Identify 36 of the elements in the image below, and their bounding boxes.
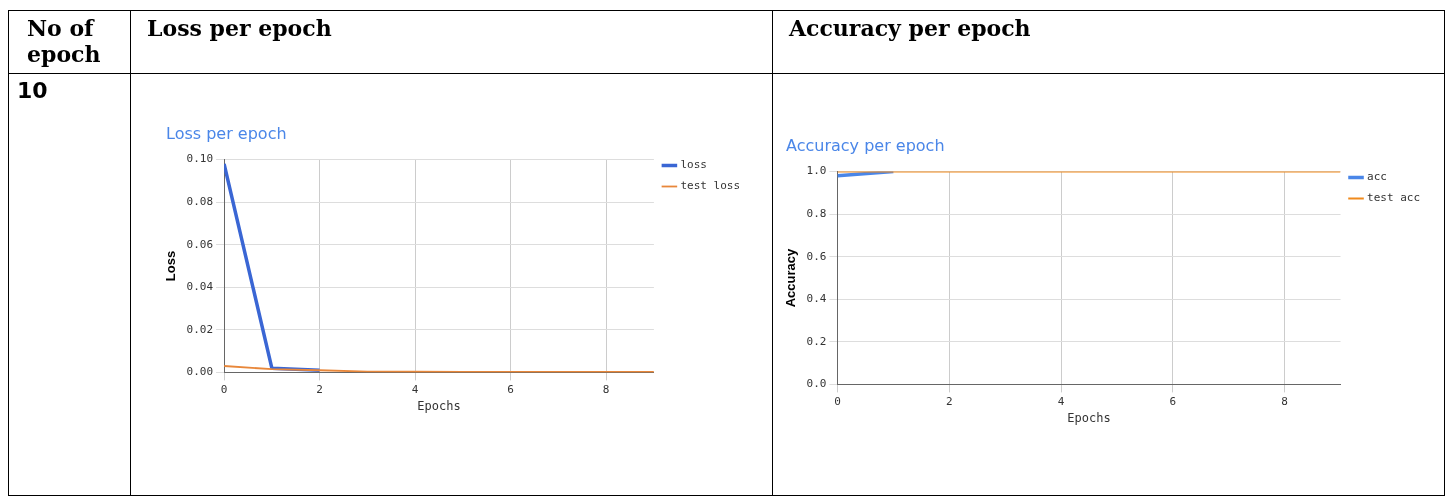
- legend-label: test acc: [1367, 191, 1420, 205]
- legend-label: loss: [680, 158, 707, 172]
- y-tick-label: 0.4: [806, 292, 827, 306]
- y-axis-title: Loss: [163, 250, 179, 282]
- y-axis-title: Accuracy: [783, 247, 799, 308]
- y-tick-label: 0.04: [186, 280, 214, 294]
- chart-title: Loss per epoch: [166, 124, 287, 143]
- x-tick-label: 6: [1169, 394, 1177, 408]
- x-tick-label: 6: [507, 382, 514, 396]
- y-tick-label: 0.0: [806, 377, 827, 391]
- text: Loss per epoch: [130, 10, 773, 74]
- text: No of epoch: [8, 10, 131, 74]
- y-tick-label: 0.00: [186, 365, 214, 379]
- y-tick-label: 0.06: [186, 237, 214, 251]
- y-tick-label: 1.0: [806, 164, 827, 178]
- x-axis-title: Epochs: [417, 398, 461, 413]
- x-tick-label: 0: [834, 394, 841, 408]
- x-tick-label: 2: [316, 382, 323, 396]
- y-tick-label: 0.08: [186, 195, 214, 209]
- y-tick-label: 0.2: [806, 334, 827, 348]
- y-tick-label: 0.8: [806, 207, 827, 221]
- x-axis-title: Epochs: [1067, 410, 1111, 425]
- x-tick-label: 0: [220, 382, 228, 396]
- x-tick-label: 2: [945, 394, 953, 408]
- y-tick-label: 0.10: [186, 152, 214, 166]
- legend-label: test loss: [680, 179, 741, 193]
- y-tick-label: 0.6: [806, 249, 827, 263]
- text: 10: [8, 73, 131, 496]
- chart-title: Accuracy per epoch: [786, 136, 945, 155]
- text: Accuracy per epoch: [772, 10, 1445, 74]
- x-tick-label: 8: [1281, 394, 1288, 408]
- x-tick-label: 4: [1057, 394, 1065, 408]
- y-tick-label: 0.02: [186, 322, 214, 336]
- x-tick-label: 8: [602, 382, 610, 396]
- x-tick-label: 4: [411, 382, 419, 396]
- legend-label: acc: [1367, 170, 1387, 184]
